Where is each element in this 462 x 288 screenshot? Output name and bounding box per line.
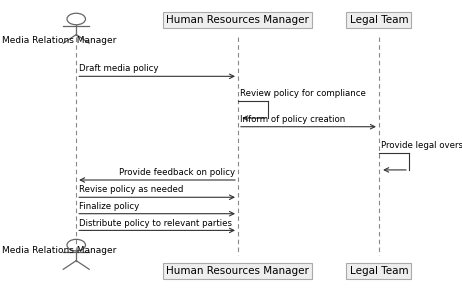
Text: Legal Team: Legal Team (350, 15, 408, 25)
Text: Human Resources Manager: Human Resources Manager (166, 266, 310, 276)
Text: Distribute policy to relevant parties: Distribute policy to relevant parties (79, 219, 231, 228)
Text: Legal Team: Legal Team (350, 266, 408, 276)
Text: Draft media policy: Draft media policy (79, 65, 158, 73)
Text: Provide legal oversight: Provide legal oversight (381, 141, 462, 150)
Text: Provide feedback on policy: Provide feedback on policy (120, 168, 236, 177)
Text: Inform of policy creation: Inform of policy creation (240, 115, 346, 124)
Text: Review policy for compliance: Review policy for compliance (240, 90, 366, 98)
Text: Finalize policy: Finalize policy (79, 202, 139, 211)
Text: Revise policy as needed: Revise policy as needed (79, 185, 183, 194)
Text: Human Resources Manager: Human Resources Manager (166, 15, 310, 25)
Text: Media Relations Manager: Media Relations Manager (2, 36, 117, 45)
Text: Media Relations Manager: Media Relations Manager (2, 246, 117, 255)
